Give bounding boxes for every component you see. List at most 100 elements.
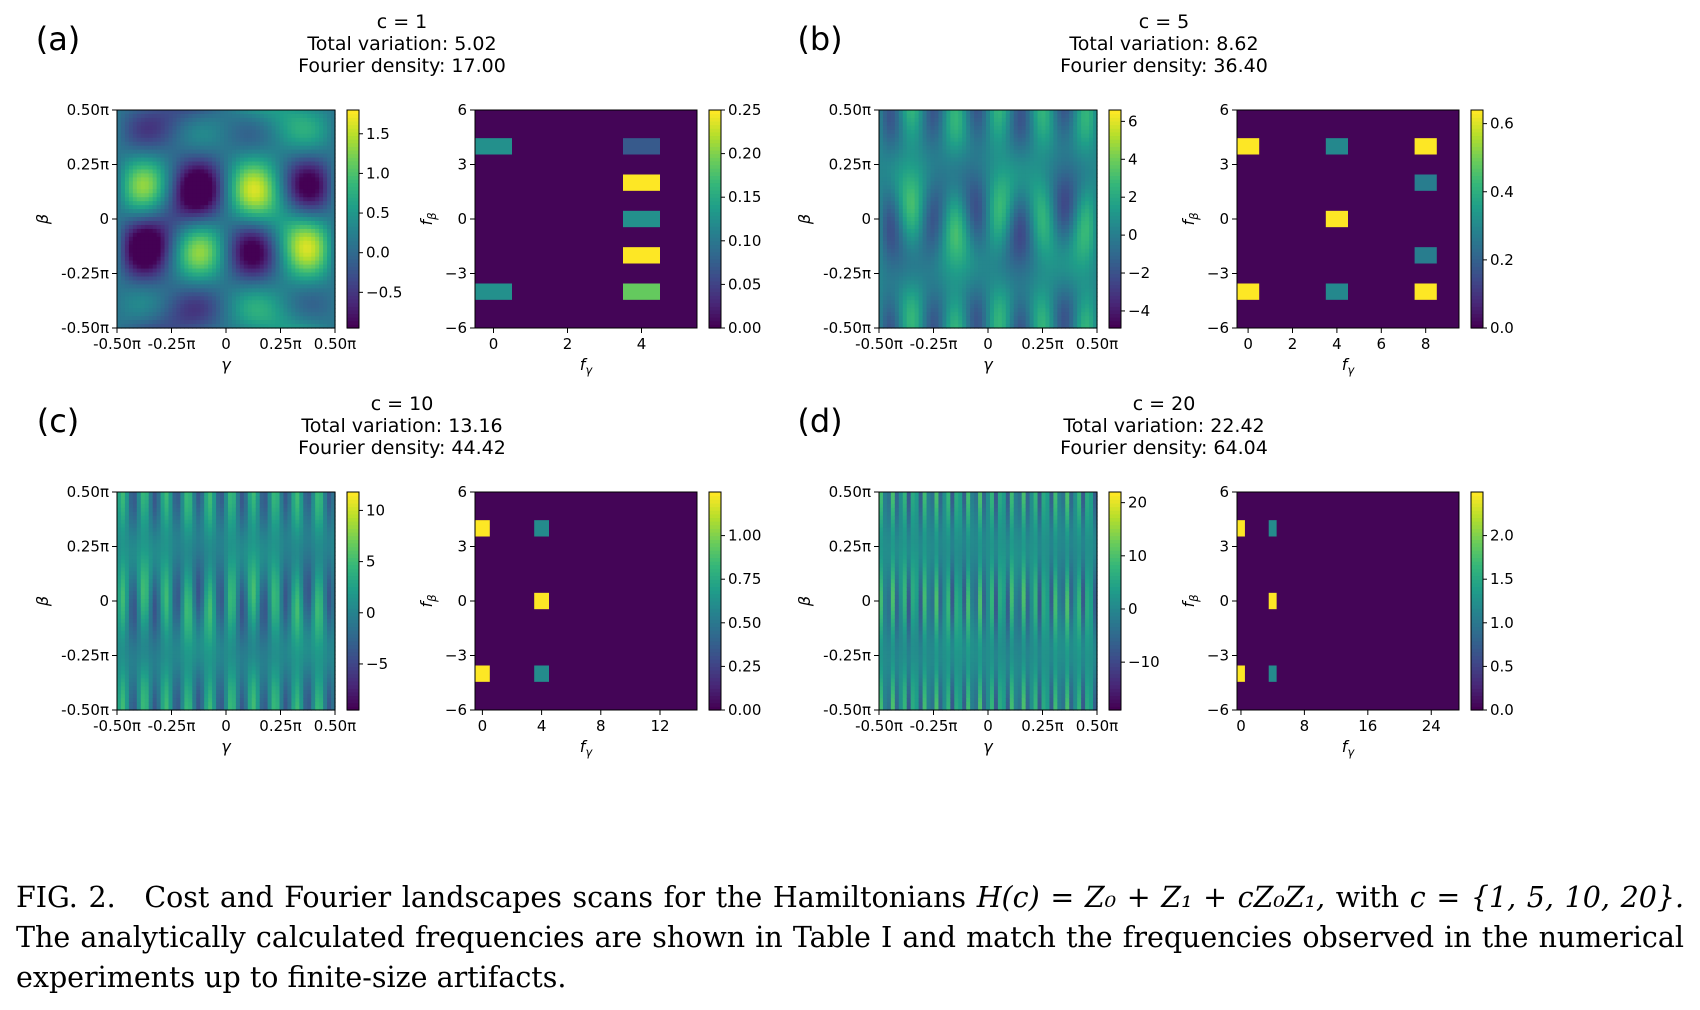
cost-cell [315, 185, 320, 190]
cost-cell [894, 217, 900, 222]
cost-cell [327, 217, 332, 222]
cost-cell [152, 276, 158, 282]
cost-cell [124, 224, 130, 230]
cost-cell [938, 129, 944, 135]
cost-cell [279, 320, 285, 325]
cost-cell [239, 141, 245, 147]
cost-cell [918, 308, 924, 313]
cost-cell [132, 110, 138, 115]
cost-cell [164, 324, 170, 329]
cost-cell [204, 125, 209, 131]
cost-cell [299, 201, 304, 206]
cost-cell [993, 125, 999, 131]
cost-cell [255, 181, 261, 186]
cost-cell [1001, 260, 1007, 266]
cost-cell [946, 316, 951, 321]
fourier-cell [623, 247, 660, 264]
cost-cell [156, 141, 162, 147]
cost-cell [172, 149, 178, 155]
cost-cell [176, 149, 182, 155]
cost-cell [283, 324, 289, 329]
cost-cell [243, 240, 249, 246]
cost-cell [966, 197, 971, 202]
cost-cell [997, 236, 1003, 242]
cost-cell [200, 201, 205, 206]
cost-cell [910, 177, 916, 182]
cost-cell [898, 193, 904, 198]
cost-cell [926, 141, 932, 147]
cost-cell [160, 244, 166, 250]
cost-cell [267, 228, 273, 234]
cost-cell [216, 110, 221, 115]
cost-cell [176, 232, 182, 238]
colorbar-segment [347, 124, 359, 129]
cost-cell [259, 296, 265, 301]
cost-cell [295, 197, 300, 202]
cost-cell [196, 232, 201, 238]
cost-cell [910, 284, 916, 289]
cost-cell [898, 209, 904, 214]
cost-cell [303, 145, 308, 151]
cost-cell [982, 209, 987, 214]
cost-cell [315, 280, 320, 285]
cost-cell [164, 304, 170, 309]
cost-cell [259, 276, 265, 282]
cost-cell [982, 149, 987, 155]
cost-cell [307, 157, 312, 163]
cost-cell [212, 276, 217, 282]
cost-cell [323, 177, 328, 182]
cost-cell [327, 193, 332, 198]
cost-cell [997, 284, 1003, 289]
cost-cell [176, 197, 182, 202]
cost-cell [291, 232, 296, 238]
cost-cell [902, 209, 908, 214]
cost-cell [997, 193, 1003, 198]
cost-cell [970, 185, 975, 190]
cost-cell [974, 129, 979, 135]
colorbar-segment [709, 324, 721, 329]
cost-cell [950, 121, 955, 127]
cost-cell [204, 149, 209, 155]
cost-cell [263, 129, 269, 135]
cost-cell [152, 224, 158, 230]
cost-cell [184, 217, 189, 222]
cost-cell [323, 213, 328, 218]
cost-cell [993, 244, 999, 250]
cost-cell [200, 320, 205, 325]
cost-cell [160, 228, 166, 234]
cost-cell [303, 276, 308, 282]
cost-cell [132, 153, 138, 159]
cost-cell [914, 129, 920, 135]
cost-cell [319, 320, 324, 325]
cost-cell [315, 264, 320, 270]
cost-cell [934, 209, 940, 214]
cost-cell [144, 145, 150, 151]
cost-cell [132, 272, 138, 278]
cost-cell [283, 161, 289, 167]
cost-cell [208, 133, 213, 139]
cost-cell [934, 173, 940, 178]
cost-cell [327, 177, 332, 182]
cost-cell [212, 165, 217, 171]
cost-cell [993, 232, 999, 238]
cost-cell [938, 217, 944, 222]
cost-cell [902, 240, 908, 246]
cost-cell [307, 240, 312, 246]
cost-cell [886, 129, 892, 135]
cost-cell [962, 252, 967, 258]
cost-cell [910, 300, 916, 305]
cost-cell [283, 201, 289, 206]
cost-cell [192, 189, 197, 194]
cost-cell [263, 193, 269, 198]
cost-cell [200, 324, 205, 329]
cost-cell [914, 201, 920, 206]
cost-cell [934, 280, 940, 285]
cost-cell [180, 153, 185, 159]
cost-cell [926, 137, 932, 143]
cost-cell [227, 236, 233, 242]
cost-cell [287, 169, 292, 175]
cost-cell [180, 252, 185, 258]
cost-cell [926, 304, 932, 309]
cost-cell [993, 304, 999, 309]
cost-cell [243, 280, 249, 285]
